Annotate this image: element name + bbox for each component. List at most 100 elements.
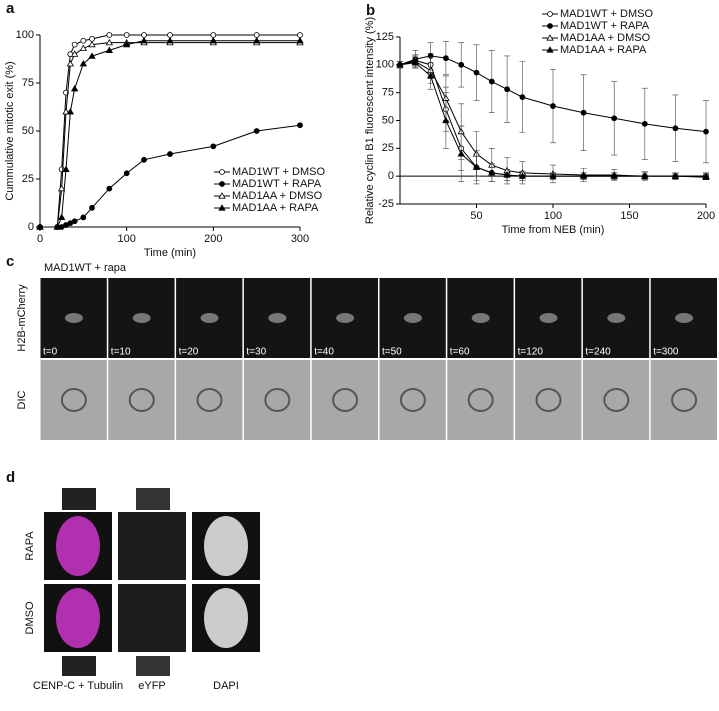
marker xyxy=(210,32,217,38)
marker xyxy=(53,223,62,230)
x-tick-label: 200 xyxy=(697,210,715,222)
marker xyxy=(702,173,710,180)
y-axis-label: Cummulative mitotic exit (%) xyxy=(4,61,16,200)
marker xyxy=(89,35,95,42)
micrograph xyxy=(447,360,514,440)
marker xyxy=(442,55,449,62)
marker xyxy=(70,84,79,92)
cell-image xyxy=(671,388,698,412)
marker xyxy=(672,125,679,132)
marker xyxy=(88,40,96,48)
cell-image xyxy=(268,313,287,323)
y-tick-label: 25 xyxy=(22,173,34,185)
marker xyxy=(106,32,113,38)
cell-image xyxy=(60,388,87,412)
marker xyxy=(210,143,217,150)
cell-image xyxy=(603,388,630,412)
marker xyxy=(503,171,511,178)
marker xyxy=(106,185,113,192)
y-tick-label: 75 xyxy=(382,87,394,99)
legend-label: MAD1WT + RAPA xyxy=(560,20,650,32)
y-tick-label: 125 xyxy=(376,31,394,43)
y-tick-label: 100 xyxy=(16,29,34,41)
x-tick-label: 100 xyxy=(117,233,135,245)
cell-image xyxy=(535,388,562,412)
cell-image xyxy=(204,516,248,576)
cell-image xyxy=(196,388,223,412)
marker xyxy=(411,58,419,66)
micrograph xyxy=(40,360,107,440)
y-tick-label: 100 xyxy=(376,59,394,71)
legend-label: MAD1WT + RAPA xyxy=(232,178,322,190)
marker xyxy=(71,41,78,48)
marker xyxy=(79,59,88,67)
marker xyxy=(671,172,680,179)
y-tick-label: 50 xyxy=(22,125,34,137)
panel-label: a xyxy=(6,0,15,17)
marker xyxy=(122,40,131,48)
marker xyxy=(253,32,260,38)
marker xyxy=(488,78,495,85)
x-tick-label: 50 xyxy=(470,210,482,222)
marker xyxy=(66,107,75,115)
row-label: RAPA xyxy=(24,531,36,561)
micrograph xyxy=(176,360,243,440)
y-tick-label: 0 xyxy=(28,221,34,233)
marker xyxy=(57,213,66,221)
micrograph xyxy=(582,360,650,440)
time-label: t=120 xyxy=(518,347,544,358)
micrograph xyxy=(118,584,186,652)
marker xyxy=(549,172,557,179)
legend-marker xyxy=(547,23,553,29)
marker xyxy=(105,46,114,53)
marker xyxy=(166,36,174,44)
marker xyxy=(141,32,147,38)
time-label: t=50 xyxy=(382,347,402,358)
marker xyxy=(472,163,481,170)
panel-label: b xyxy=(366,2,375,19)
legend-marker xyxy=(219,169,225,175)
marker xyxy=(88,52,96,59)
time-label: t=10 xyxy=(111,347,131,358)
panel-label: c xyxy=(6,253,14,270)
y-tick-label: 25 xyxy=(382,142,394,154)
cell-image xyxy=(399,388,426,412)
column-label: DAPI xyxy=(213,680,239,692)
micrograph xyxy=(650,360,717,440)
x-axis-label: Time from NEB (min) xyxy=(502,224,605,236)
legend-marker xyxy=(547,11,553,17)
cell-image xyxy=(539,313,558,323)
legend-marker xyxy=(218,192,226,199)
marker xyxy=(504,86,511,93)
marker xyxy=(610,172,618,179)
legend-label: MAD1WT + DMSO xyxy=(232,166,325,178)
cell-image xyxy=(467,388,494,412)
marker xyxy=(80,37,87,44)
x-tick-label: 150 xyxy=(620,210,638,222)
marker xyxy=(71,218,78,225)
marker xyxy=(703,128,709,135)
cell-image xyxy=(56,516,100,576)
legend-label: MAD1AA + DMSO xyxy=(560,32,651,44)
time-label: t=40 xyxy=(314,347,334,358)
inset-image xyxy=(62,488,96,510)
marker xyxy=(473,69,480,76)
time-label: t=60 xyxy=(450,347,470,358)
column-label: CENP-C + Tubulin xyxy=(33,680,123,692)
cell-image xyxy=(607,313,626,323)
cell-image xyxy=(471,313,490,323)
marker xyxy=(209,36,218,44)
x-tick-label: 0 xyxy=(37,233,43,245)
marker xyxy=(580,109,587,116)
column-label: eYFP xyxy=(138,680,166,692)
marker xyxy=(641,172,649,179)
marker xyxy=(457,150,465,157)
marker xyxy=(167,151,173,157)
cell-image xyxy=(332,388,359,412)
marker xyxy=(123,170,130,177)
micrograph xyxy=(108,360,175,440)
marker xyxy=(611,115,618,122)
marker xyxy=(123,32,130,38)
marker xyxy=(297,32,303,38)
